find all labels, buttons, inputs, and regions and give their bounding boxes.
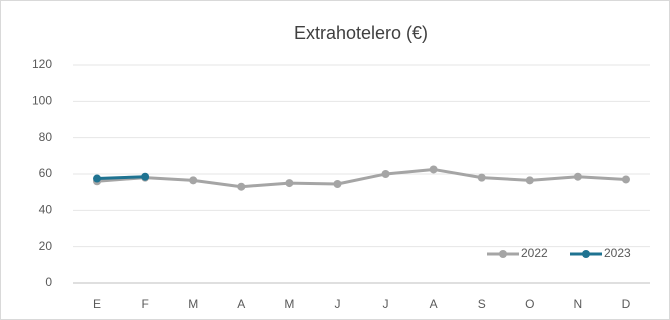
marker [429, 165, 438, 174]
x-tick-label: O [525, 297, 534, 311]
y-tick-label: 20 [39, 239, 53, 253]
y-tick-label: 0 [45, 275, 52, 289]
marker [381, 170, 390, 178]
marker [93, 174, 102, 183]
x-tick-label: J [334, 297, 340, 311]
x-tick-label: N [574, 297, 583, 311]
marker [285, 179, 294, 188]
chart-title: Extrahotelero (€) [294, 23, 428, 43]
x-tick-label: E [93, 297, 101, 311]
marker [525, 176, 534, 185]
series-line [96, 167, 627, 189]
x-tick-label: M [188, 297, 198, 311]
x-tick-label: S [478, 297, 486, 311]
marker [189, 176, 198, 185]
series-line [96, 175, 146, 181]
legend-marker [499, 250, 507, 258]
y-tick-label: 120 [32, 57, 52, 71]
x-tick-label: F [141, 297, 148, 311]
y-tick-label: 80 [39, 130, 53, 144]
legend-marker [582, 250, 590, 258]
x-tick-label: A [430, 297, 438, 311]
y-tick-label: 40 [39, 203, 53, 217]
x-tick-label: J [383, 297, 389, 311]
legend-label: 2022 [521, 246, 548, 260]
y-tick-label: 60 [39, 166, 53, 180]
marker [333, 179, 342, 188]
x-tick-label: D [622, 297, 631, 311]
marker [237, 182, 246, 191]
x-tick-label: A [237, 297, 245, 311]
marker [477, 173, 486, 182]
marker [621, 175, 630, 184]
marker [141, 172, 150, 181]
marker [573, 172, 582, 181]
y-tick-label: 100 [32, 94, 52, 108]
legend-label: 2023 [604, 246, 631, 260]
x-tick-label: M [284, 297, 294, 311]
